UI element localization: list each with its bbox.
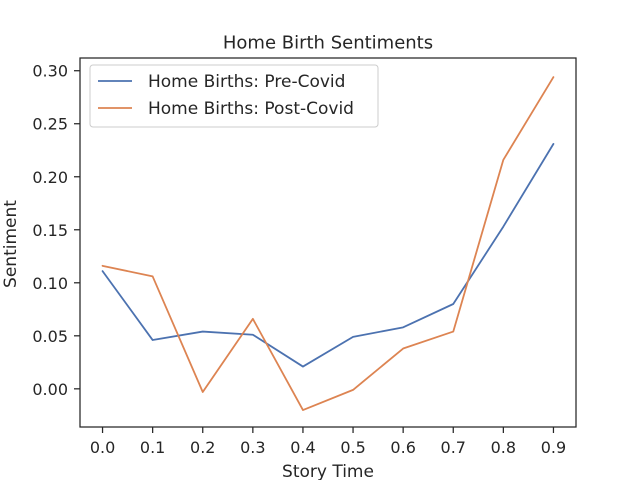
x-tick-label: 0.8	[491, 438, 516, 457]
y-tick-label: 0.20	[32, 168, 68, 187]
axes-frame	[79, 57, 577, 428]
series-line-post-covid	[101, 76, 555, 411]
x-tick-label: 0.4	[290, 438, 315, 457]
legend-label: Home Births: Pre-Covid	[148, 72, 345, 92]
legend-label: Home Births: Post-Covid	[148, 99, 354, 119]
x-tick-label: 0.2	[190, 438, 215, 457]
x-tick-label: 0.9	[541, 438, 566, 457]
y-tick-label: 0.25	[32, 115, 68, 134]
x-tick-label: 0.1	[140, 438, 165, 457]
chart-title: Home Birth Sentiments	[223, 33, 433, 54]
x-tick-label: 0.6	[390, 438, 415, 457]
axes-group: 0.0 0.1 0.2 0.3 0.4 0.5 0.6 0.7 0.8 0.9 0.00 0.05 0.…	[32, 57, 577, 457]
legend: Home Births: Pre-Covid Home Births: Post-…	[89, 64, 379, 128]
y-tick-label: 0.10	[32, 274, 68, 293]
y-tick-label: 0.00	[32, 380, 68, 399]
y-tick-label: 0.15	[32, 221, 68, 240]
x-tick-label: 0.3	[240, 438, 265, 457]
series-group	[101, 76, 555, 411]
y-tick-label: 0.05	[32, 327, 68, 346]
y-axis-label: Sentiment	[1, 200, 21, 288]
x-tick-label: 0.5	[340, 438, 365, 457]
y-tick-label: 0.30	[32, 62, 68, 81]
x-axis-label: Story Time	[282, 462, 374, 480]
x-tick-label: 0.7	[441, 438, 466, 457]
legend-frame	[89, 64, 379, 128]
x-tick-label: 0.0	[90, 438, 115, 457]
